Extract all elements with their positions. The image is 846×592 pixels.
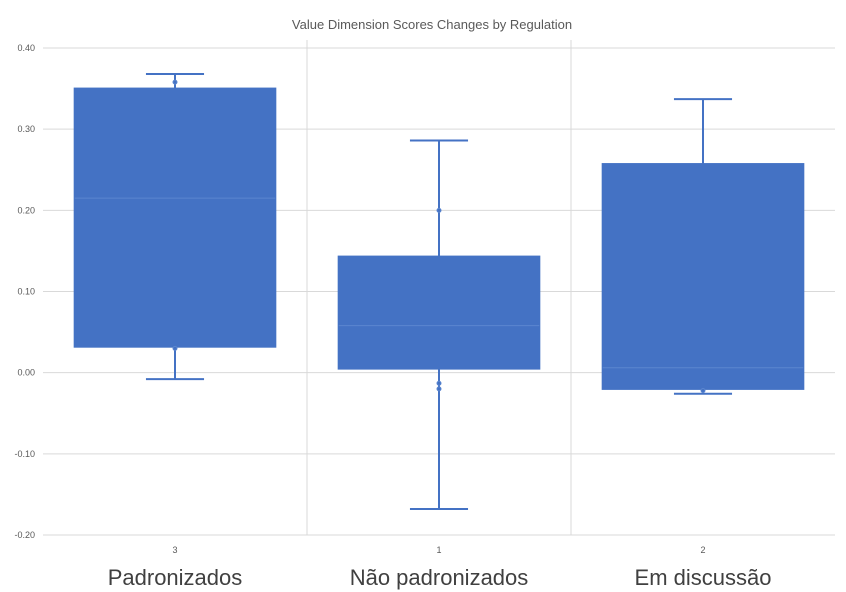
- y-tick-label: -0.20: [14, 530, 35, 540]
- y-tick-label: 0.30: [17, 124, 35, 134]
- data-point: [700, 388, 706, 394]
- category-label-em-discussao: Em discussão: [634, 565, 772, 590]
- iqr-box: [601, 163, 805, 390]
- y-axis-ticks: 0.40 0.30 0.20 0.10 0.00 -0.10 -0.20: [14, 43, 35, 540]
- y-tick-label: 0.00: [17, 368, 35, 378]
- x-tick-label: 3: [172, 545, 177, 555]
- chart-title: Value Dimension Scores Changes by Regula…: [292, 17, 572, 32]
- data-point: [172, 345, 178, 351]
- box-group: [73, 72, 277, 381]
- x-tick-label: 1: [436, 545, 441, 555]
- y-tick-label: -0.10: [14, 449, 35, 459]
- x-axis-ticks: 3 1 2: [172, 545, 705, 555]
- box-group: [601, 98, 805, 395]
- data-point: [436, 207, 442, 213]
- box-group: [337, 139, 541, 511]
- iqr-box: [337, 255, 541, 370]
- boxes: [73, 72, 805, 511]
- y-tick-label: 0.40: [17, 43, 35, 53]
- y-tick-label: 0.10: [17, 287, 35, 297]
- y-tick-label: 0.20: [17, 205, 35, 215]
- data-point: [436, 380, 442, 386]
- x-tick-label: 2: [700, 545, 705, 555]
- data-point: [436, 386, 442, 392]
- data-point: [172, 79, 178, 85]
- category-label-nao-padronizados: Não padronizados: [349, 565, 529, 590]
- category-label-padronizados: Padronizados: [107, 565, 243, 590]
- iqr-box: [73, 87, 277, 348]
